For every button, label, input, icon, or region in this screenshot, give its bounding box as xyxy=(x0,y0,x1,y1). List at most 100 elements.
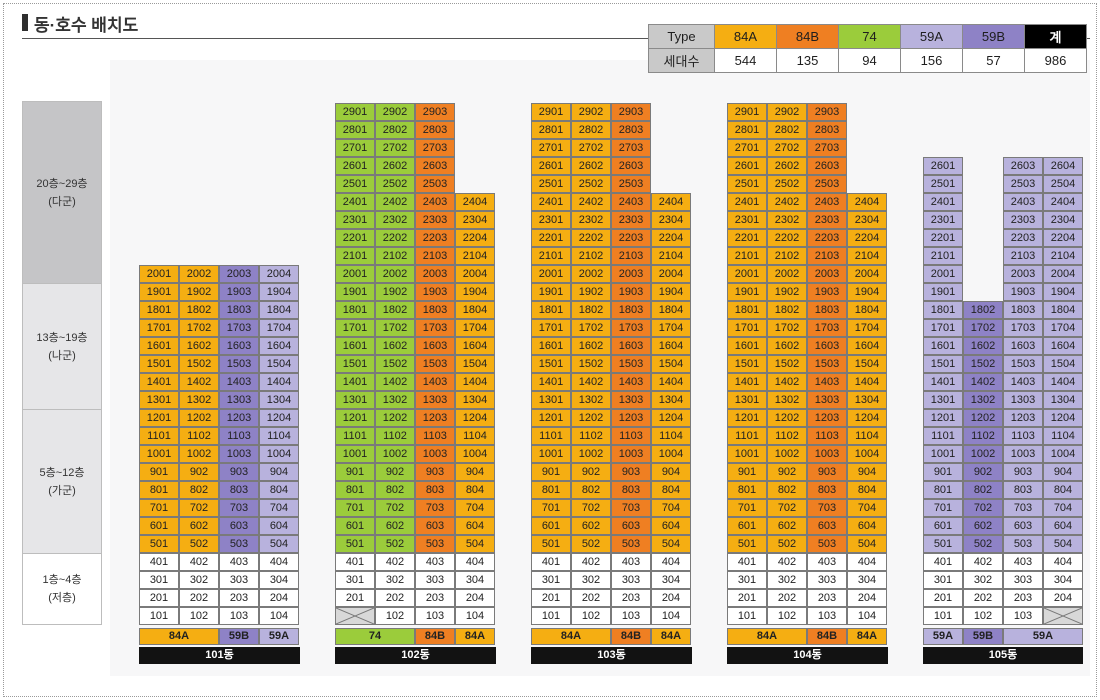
unit-cell: 1304 xyxy=(1043,391,1083,409)
unit-cell: 701 xyxy=(923,499,963,517)
unit-cell: 1904 xyxy=(455,283,495,301)
unit-cell: 804 xyxy=(1043,481,1083,499)
unit-cell: 1902 xyxy=(179,283,219,301)
unit-cell: 301 xyxy=(531,571,571,589)
unit-cell: 1704 xyxy=(455,319,495,337)
unit-cell: 904 xyxy=(259,463,299,481)
unit-cell: 2404 xyxy=(455,193,495,211)
unit-cell: 2002 xyxy=(571,265,611,283)
building-name: 102동 xyxy=(335,647,496,664)
unit-cell: 803 xyxy=(1003,481,1043,499)
unit-cell: 2901 xyxy=(531,103,571,121)
unit-cell: 1802 xyxy=(767,301,807,319)
unit-cell: 1401 xyxy=(923,373,963,391)
unit-cell: 1903 xyxy=(415,283,455,301)
unit-cell: 404 xyxy=(455,553,495,571)
unit-cell: 903 xyxy=(219,463,259,481)
unit-cell: 904 xyxy=(455,463,495,481)
unit-cell: 1101 xyxy=(139,427,179,445)
unit-cell: 1004 xyxy=(847,445,887,463)
unit-cell: 2203 xyxy=(807,229,847,247)
unit-cell: 1603 xyxy=(611,337,651,355)
unit-cell: 1602 xyxy=(571,337,611,355)
legend-type-row: Type 84A 84B 74 59A 59B 계 xyxy=(648,24,1087,49)
unit-cell: 1801 xyxy=(727,301,767,319)
unit-cell: 401 xyxy=(923,553,963,571)
unit-cell: 2001 xyxy=(531,265,571,283)
unit-cell: 1704 xyxy=(847,319,887,337)
unit-cell: 2701 xyxy=(531,139,571,157)
unit-cell: 1702 xyxy=(375,319,415,337)
unit-cell: 403 xyxy=(611,553,651,571)
unit-cell: 1202 xyxy=(963,409,1003,427)
unit-cell: 202 xyxy=(375,589,415,607)
unit-cell: 1703 xyxy=(219,319,259,337)
unit-cell: 603 xyxy=(1003,517,1043,535)
unit-cell: 2004 xyxy=(651,265,691,283)
unit-cell: 1604 xyxy=(847,337,887,355)
unit-cell: 1901 xyxy=(727,283,767,301)
unit-cell: 1402 xyxy=(375,373,415,391)
unit-cell: 1404 xyxy=(847,373,887,391)
unit-cell: 301 xyxy=(923,571,963,589)
unit-cell: 404 xyxy=(259,553,299,571)
unit-cell: 1103 xyxy=(219,427,259,445)
unit-cell: 401 xyxy=(727,553,767,571)
unit-cell: 501 xyxy=(335,535,375,553)
unit-cell: 103 xyxy=(611,607,651,625)
unit-cell: 904 xyxy=(847,463,887,481)
unit-cell: 1003 xyxy=(415,445,455,463)
unit-cell: 2003 xyxy=(415,265,455,283)
unit-cell: 204 xyxy=(455,589,495,607)
type-strip-segment: 74 xyxy=(335,628,415,645)
unit-cell: 1203 xyxy=(219,409,259,427)
unit-cell: 2501 xyxy=(531,175,571,193)
unit-cell: 704 xyxy=(651,499,691,517)
unit-cell: 903 xyxy=(415,463,455,481)
unit-cell: 2001 xyxy=(139,265,179,283)
unit-cell: 1903 xyxy=(219,283,259,301)
unit-cell: 1601 xyxy=(923,337,963,355)
unit-cell: 2403 xyxy=(415,193,455,211)
unit-cell: 2201 xyxy=(727,229,767,247)
floor-group-3: 5층~12층 (가군) xyxy=(22,409,102,553)
unit-cell: 2702 xyxy=(571,139,611,157)
unit-cell: 303 xyxy=(611,571,651,589)
floor-group-range: 5층~12층 xyxy=(39,466,85,479)
unit-cell: 404 xyxy=(651,553,691,571)
unit-cell: 1504 xyxy=(651,355,691,373)
unit-cell: 1801 xyxy=(139,301,179,319)
unit-cell: 704 xyxy=(259,499,299,517)
unit-cell: 1602 xyxy=(767,337,807,355)
unit-cell: 1802 xyxy=(375,301,415,319)
unit-cell: 902 xyxy=(963,463,1003,481)
unit-cell: 1104 xyxy=(651,427,691,445)
unit-cell: 2302 xyxy=(375,211,415,229)
unit-cell: 302 xyxy=(963,571,1003,589)
unit-cell: 2401 xyxy=(335,193,375,211)
legend-count-row: 세대수 544 135 94 156 57 986 xyxy=(648,48,1087,73)
unit-cell: 2004 xyxy=(847,265,887,283)
unit-cell: 1201 xyxy=(531,409,571,427)
unit-cell: 2002 xyxy=(375,265,415,283)
unit-cell: 1302 xyxy=(571,391,611,409)
unit-cell: 2703 xyxy=(611,139,651,157)
building-type-strip: 84A 84B 84A xyxy=(531,628,691,645)
unit-cell: 1503 xyxy=(807,355,847,373)
type-strip-segment: 84B xyxy=(415,628,455,645)
unit-cell: 401 xyxy=(531,553,571,571)
unit-cell: 2502 xyxy=(767,175,807,193)
unit-cell: 1702 xyxy=(767,319,807,337)
unit-cell: 601 xyxy=(727,517,767,535)
unit-cell: 1301 xyxy=(335,391,375,409)
unit-cell: 1403 xyxy=(611,373,651,391)
unit-cell: 2104 xyxy=(1043,247,1083,265)
legend-type-74: 74 xyxy=(838,24,901,49)
unit-cell: 1902 xyxy=(767,283,807,301)
unit-cell: 501 xyxy=(531,535,571,553)
unit-cell: 1804 xyxy=(847,301,887,319)
unit-cell: 1803 xyxy=(415,301,455,319)
building-name: 105동 xyxy=(923,647,1083,664)
unit-cell: 601 xyxy=(139,517,179,535)
unit-cell: 1801 xyxy=(335,301,375,319)
